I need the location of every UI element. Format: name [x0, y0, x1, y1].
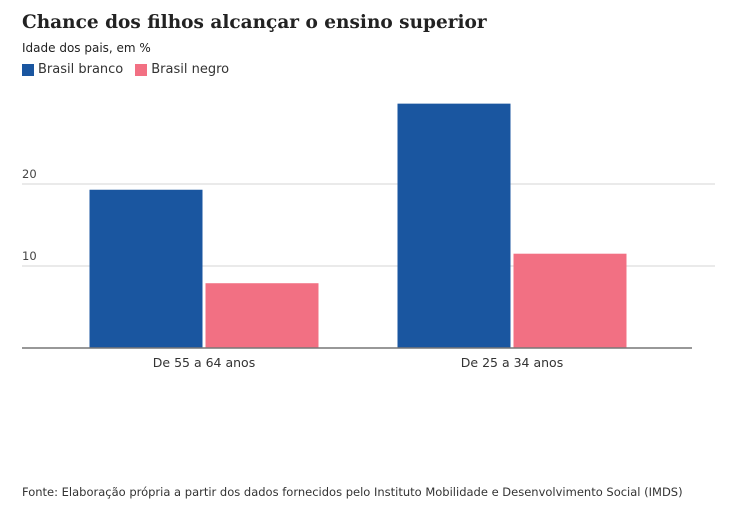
legend: Brasil branco Brasil negro	[22, 62, 241, 77]
legend-swatch-brasil-branco	[22, 63, 34, 76]
bar-brasil-branco-0	[89, 189, 203, 348]
legend-item-brasil-branco: Brasil branco	[22, 62, 123, 77]
legend-label-brasil-negro: Brasil negro	[151, 62, 230, 77]
legend-swatch-brasil-negro	[135, 63, 148, 76]
bar-chart: 10 20 De 55 a 64 anos De 25 a 34 anos	[22, 103, 715, 370]
source-note: Fonte: Elaboração própria a partir dos d…	[22, 485, 683, 499]
x-category-label: De 55 a 64 anos	[153, 355, 255, 370]
y-tick-label: 20	[22, 167, 37, 181]
bar-brasil-negro-1	[513, 253, 627, 348]
y-tick-label: 10	[22, 249, 37, 263]
bar-brasil-branco-1	[397, 103, 511, 348]
bar-brasil-negro-0	[205, 283, 319, 348]
x-category-label: De 25 a 34 anos	[461, 355, 563, 370]
chart-subtitle: Idade dos pais, em %	[22, 41, 151, 55]
legend-item-brasil-negro: Brasil negro	[135, 62, 229, 77]
chart-title: Chance dos filhos alcançar o ensino supe…	[22, 12, 487, 33]
legend-label-brasil-branco: Brasil branco	[38, 62, 124, 77]
